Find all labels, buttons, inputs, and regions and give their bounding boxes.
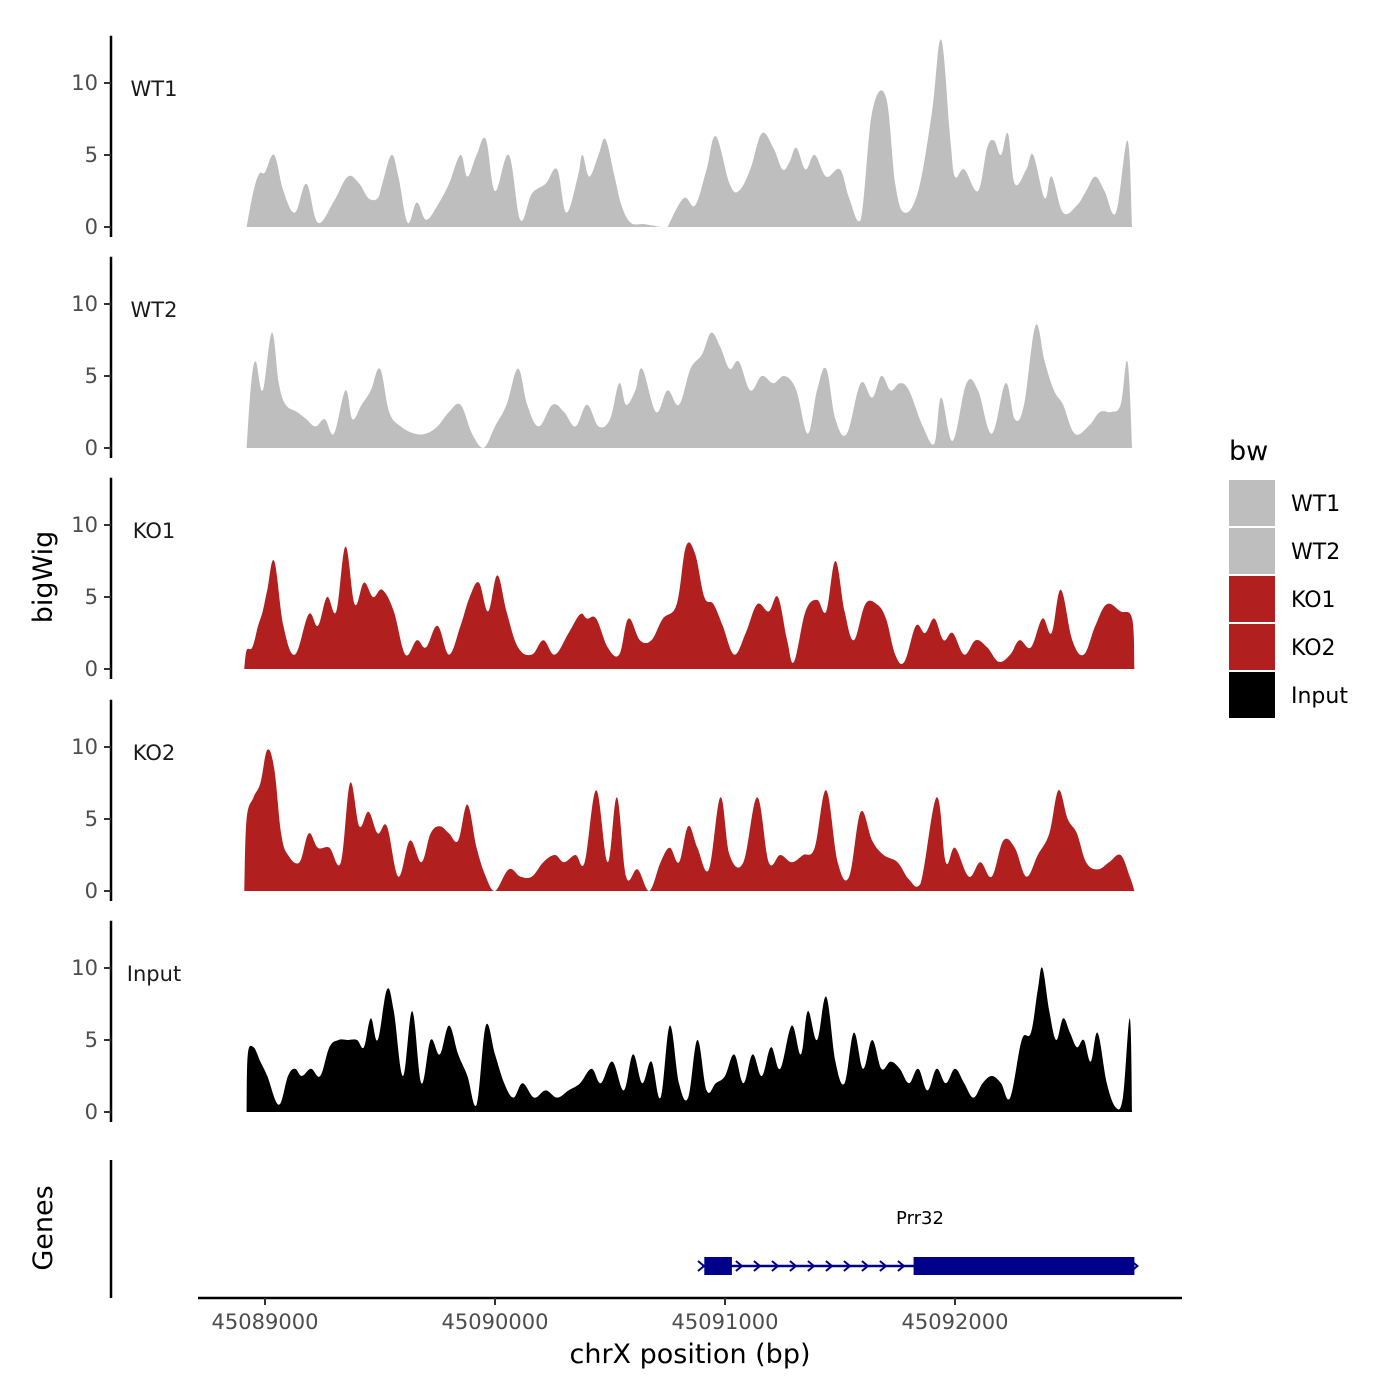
y-tick-label: 10 — [71, 956, 98, 980]
gene-model — [697, 1257, 1139, 1275]
panel-label: KO1 — [133, 519, 176, 543]
gene-label: Prr32 — [896, 1208, 944, 1229]
y-tick-label: 5 — [85, 1028, 98, 1052]
legend-title: bw — [1229, 436, 1268, 467]
y-tick-label: 0 — [85, 1100, 98, 1124]
y-tick-label: 10 — [71, 292, 98, 316]
legend-entry-wt2: WT2 — [1229, 528, 1340, 574]
gene-track: Genes Prr32 — [28, 1160, 1139, 1298]
panel-ko2: 0 5 10 KO2 — [71, 699, 1135, 903]
legend-swatch — [1229, 624, 1275, 670]
y-tick-label: 0 — [85, 657, 98, 681]
legend-entry-wt1: WT1 — [1229, 480, 1340, 526]
legend-entry-ko2: KO2 — [1229, 624, 1336, 670]
gene-exon — [913, 1257, 1135, 1275]
strand-arrow — [697, 1260, 706, 1272]
y-tick-label: 0 — [85, 879, 98, 903]
strand-arrow — [753, 1260, 762, 1272]
strand-arrow — [825, 1260, 834, 1272]
x-tick-label: 45089000 — [212, 1310, 319, 1334]
x-tick-label: 45091000 — [672, 1310, 779, 1334]
panel-label: Input — [127, 962, 181, 986]
legend-swatch — [1229, 528, 1275, 574]
panel-label: WT1 — [131, 77, 178, 101]
area-wt2 — [246, 324, 1133, 448]
area-wt1-0 — [246, 137, 661, 227]
strand-arrow — [789, 1260, 798, 1272]
panel-wt2: 0 5 10 WT2 — [71, 256, 1133, 460]
legend-label: KO1 — [1291, 588, 1336, 613]
y-tick-label: 10 — [71, 513, 98, 537]
area-ko2 — [244, 749, 1135, 891]
legend-swatch — [1229, 576, 1275, 622]
y-axis-title: bigWig — [28, 531, 59, 624]
y-tick-label: 5 — [85, 364, 98, 388]
panel-wt1: 0 5 10 WT1 — [71, 35, 1133, 239]
strand-arrow — [897, 1260, 906, 1272]
legend-swatch — [1229, 672, 1275, 718]
legend-label: KO2 — [1291, 636, 1336, 661]
y-tick-label: 5 — [85, 807, 98, 831]
legend-swatch — [1229, 480, 1275, 526]
strand-arrow — [735, 1260, 744, 1272]
legend-entry-input: Input — [1229, 672, 1348, 718]
strand-arrow — [879, 1260, 888, 1272]
strand-arrow — [1130, 1260, 1139, 1272]
x-tick-label: 45090000 — [442, 1310, 549, 1334]
x-tick-label: 45092000 — [902, 1310, 1009, 1334]
legend-label: WT1 — [1291, 492, 1340, 517]
y-tick-label: 10 — [71, 735, 98, 759]
panel-input: 0 5 10 Input — [71, 920, 1133, 1124]
strand-arrow — [771, 1260, 780, 1272]
legend: bw WT1 WT2 KO1 KO2 Input — [1229, 436, 1348, 718]
legend-label: WT2 — [1291, 540, 1340, 565]
legend-label: Input — [1291, 684, 1348, 709]
strand-arrow — [807, 1260, 816, 1272]
y-tick-label: 0 — [85, 436, 98, 460]
area-ko1 — [244, 542, 1135, 669]
area-wt1-1 — [667, 39, 1133, 227]
y-tick-label: 5 — [85, 143, 98, 167]
gene-exon — [704, 1257, 732, 1275]
y-tick-label: 0 — [85, 215, 98, 239]
panel-label: WT2 — [131, 298, 178, 322]
x-axis-title: chrX position (bp) — [569, 1339, 810, 1370]
strand-arrow — [861, 1260, 870, 1272]
panel-ko1: 0 5 10 KO1 — [71, 477, 1135, 681]
y-tick-label: 10 — [71, 71, 98, 95]
x-axis: 45089000 45090000 45091000 45092000 chrX po… — [198, 1296, 1182, 1370]
legend-entry-ko1: KO1 — [1229, 576, 1336, 622]
panel-group: 0 5 10 WT1 0 5 10 WT2 0 5 10 KO1 0 5 10 KO2 0 5 10 Input — [71, 35, 1135, 1124]
gene-track-title: Genes — [28, 1185, 59, 1270]
area-input — [246, 967, 1133, 1112]
panel-label: KO2 — [133, 741, 176, 765]
strand-arrow — [843, 1260, 852, 1272]
y-tick-label: 5 — [85, 585, 98, 609]
